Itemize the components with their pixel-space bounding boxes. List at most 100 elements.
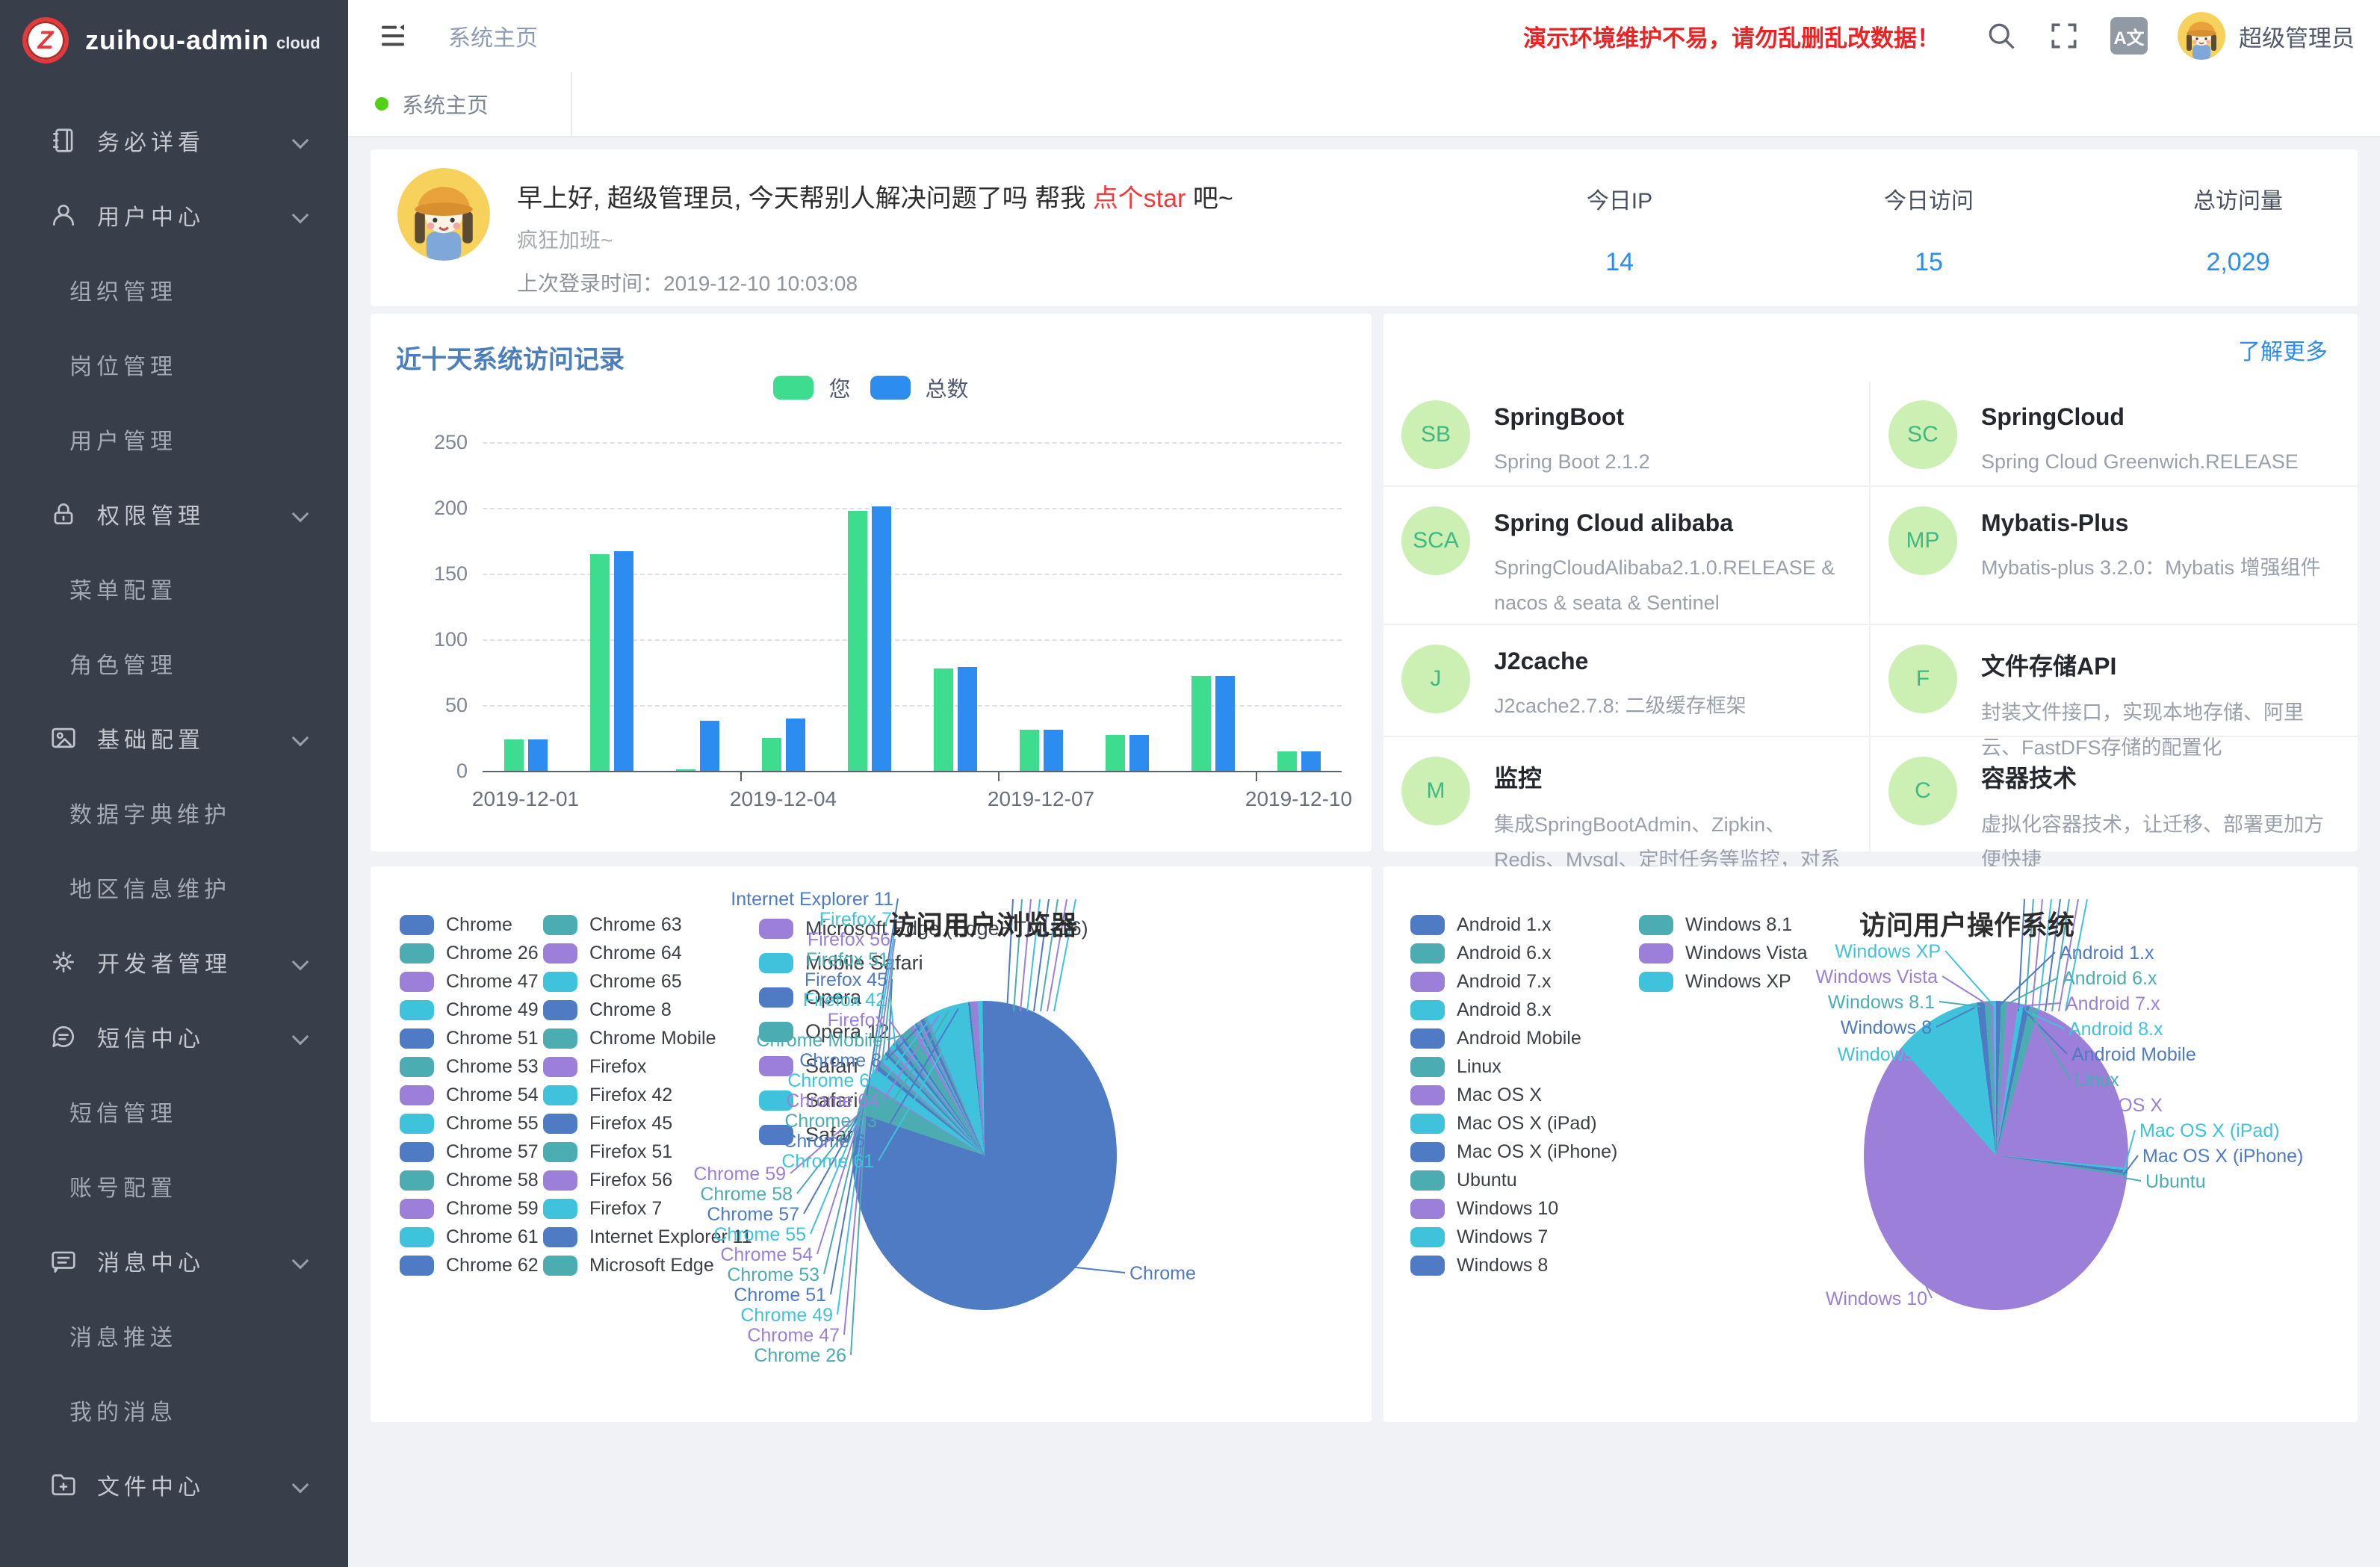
username[interactable]: 超级管理员 bbox=[2239, 19, 2355, 53]
bar-您-2019-12-08 bbox=[1106, 735, 1125, 771]
feature-desc: Mybatis-plus 3.2.0：Mybatis 增强组件 bbox=[1981, 550, 2321, 586]
bar-总数-2019-12-02 bbox=[614, 551, 633, 771]
visits-bar-chart-card: 近十天系统访问记录 您 总数 0501001502002502019-12-01… bbox=[371, 314, 1372, 851]
fullscreen-icon[interactable] bbox=[2048, 19, 2080, 52]
pie-label-Firefox 56: Firefox 56 bbox=[808, 929, 890, 951]
sidebar-item-label: 开发者管理 bbox=[97, 946, 232, 978]
sidebar-item-label: 用户管理 bbox=[69, 423, 177, 456]
bar-您-2019-12-09 bbox=[1191, 676, 1211, 771]
feature-title: 容器技术 bbox=[1981, 760, 2340, 794]
feature-Spring Cloud alibaba: SCASpring Cloud alibabaSpringCloudAlibab… bbox=[1383, 485, 1871, 624]
stat-label: 今日访问 bbox=[1839, 182, 2018, 215]
sidebar-item-组织管理[interactable]: 组织管理 bbox=[0, 252, 348, 327]
bar-您-2019-12-01 bbox=[504, 739, 524, 771]
bar-您-2019-12-02 bbox=[590, 554, 610, 771]
pie-label-Android 8.x: Android 8.x bbox=[2068, 1019, 2163, 1040]
translate-icon[interactable]: A文 bbox=[2110, 17, 2148, 55]
pie-label-Chrome 54: Chrome 54 bbox=[720, 1244, 813, 1266]
stat-今日访问: 今日访问15 bbox=[1839, 182, 2018, 277]
bar-总数-2019-12-04 bbox=[786, 719, 805, 771]
sidebar-item-角色管理[interactable]: 角色管理 bbox=[0, 626, 348, 701]
pie-label-Windows 8: Windows 8 bbox=[1841, 1017, 1932, 1039]
browser-pie-title: 访问用户浏览器 bbox=[889, 904, 1077, 943]
feature-title: Mybatis-Plus bbox=[1981, 509, 2321, 537]
learn-more-link[interactable]: 了解更多 bbox=[2238, 333, 2328, 366]
sidebar-item-文件中心[interactable]: 文件中心 bbox=[0, 1447, 348, 1522]
lock-icon bbox=[49, 500, 78, 528]
x-axis-tickmark bbox=[998, 772, 1000, 781]
user-avatar[interactable] bbox=[2178, 12, 2225, 60]
feature-SpringBoot: SBSpringBootSpring Boot 2.1.2 bbox=[1383, 381, 1871, 485]
sidebar-item-用户中心[interactable]: 用户中心 bbox=[0, 178, 348, 252]
stat-value: 14 bbox=[1530, 248, 1709, 277]
sidebar-item-岗位管理[interactable]: 岗位管理 bbox=[0, 327, 348, 402]
pie-label-Firefox 45: Firefox 45 bbox=[805, 969, 887, 991]
chevron-down-icon bbox=[292, 1253, 309, 1270]
feature-texts: SpringCloudSpring Cloud Greenwich.RELEAS… bbox=[1981, 400, 2299, 485]
sidebar-item-短信中心[interactable]: 短信中心 bbox=[0, 999, 348, 1074]
tabbar: 系统主页 bbox=[348, 72, 2380, 137]
menu-fold-icon[interactable] bbox=[376, 21, 409, 51]
sidebar-item-用户管理[interactable]: 用户管理 bbox=[0, 402, 348, 477]
sidebar-item-地区信息维护[interactable]: 地区信息维护 bbox=[0, 850, 348, 925]
feature-desc: J2cache2.7.8: 二级缓存框架 bbox=[1494, 689, 1747, 724]
sidebar-item-账号配置[interactable]: 账号配置 bbox=[0, 1149, 348, 1223]
feature-监控: M监控集成SpringBootAdmin、Zipkin、Redis、Mysql、… bbox=[1383, 736, 1871, 851]
chevron-down-icon bbox=[292, 207, 309, 224]
app-logo[interactable]: Z zuihou-admin cloud bbox=[0, 0, 348, 81]
sidebar-item-label: 用户中心 bbox=[97, 199, 205, 232]
sidebar-item-我的消息[interactable]: 我的消息 bbox=[0, 1373, 348, 1447]
bar-总数-2019-12-09 bbox=[1215, 676, 1235, 771]
pie-label-Chrome: Chrome bbox=[1129, 1263, 1196, 1285]
pie-label-Chrome 58: Chrome 58 bbox=[700, 1184, 793, 1205]
bar-您-2019-12-10 bbox=[1277, 751, 1297, 771]
pie-label-Firefox 51: Firefox 51 bbox=[806, 949, 889, 971]
chevron-down-icon bbox=[292, 730, 309, 747]
feature-title: 文件存储API bbox=[1981, 648, 2340, 682]
bar-总数-2019-12-05 bbox=[872, 506, 891, 771]
feature-abbr-badge: C bbox=[1888, 757, 1957, 825]
feature-texts: 文件存储API封装文件接口，实现本地存储、阿里云、FastDFS存储的配置化 bbox=[1981, 645, 2340, 736]
pie-label-Mac OS X: Mac OS X bbox=[2077, 1095, 2163, 1117]
sidebar-item-消息推送[interactable]: 消息推送 bbox=[0, 1298, 348, 1373]
os-pie-title: 访问用户操作系统 bbox=[1859, 904, 2074, 943]
sidebar-item-短信管理[interactable]: 短信管理 bbox=[0, 1074, 348, 1149]
tab-system-home[interactable]: 系统主页 bbox=[348, 72, 572, 136]
sidebar-item-数据字典维护[interactable]: 数据字典维护 bbox=[0, 775, 348, 850]
bar-总数-2019-12-03 bbox=[700, 721, 719, 771]
sidebar-item-菜单配置[interactable]: 菜单配置 bbox=[0, 551, 348, 626]
sidebar-item-label: 我的消息 bbox=[69, 1394, 177, 1427]
breadcrumb[interactable]: 系统主页 bbox=[448, 19, 538, 52]
user-icon bbox=[49, 201, 78, 229]
feature-文件存储API: F文件存储API封装文件接口，实现本地存储、阿里云、FastDFS存储的配置化 bbox=[1871, 624, 2358, 736]
pie-label-Linux: Linux bbox=[2074, 1070, 2119, 1091]
bar-chart-plot: 0501001502002502019-12-012019-12-042019-… bbox=[371, 314, 1372, 851]
sidebar-item-label: 消息推送 bbox=[69, 1319, 177, 1352]
sidebar-item-label: 文件中心 bbox=[97, 1468, 205, 1501]
pie-label-Android 6.x: Android 6.x bbox=[2063, 968, 2157, 990]
x-axis-line bbox=[483, 771, 1342, 772]
pie-label-Firefox 42: Firefox 42 bbox=[803, 990, 886, 1011]
pie-label-Chrome 61: Chrome 61 bbox=[781, 1151, 874, 1173]
sidebar-item-消息中心[interactable]: 消息中心 bbox=[0, 1223, 348, 1298]
sidebar-item-基础配置[interactable]: 基础配置 bbox=[0, 701, 348, 775]
greeting-avatar bbox=[397, 168, 490, 261]
sidebar-item-label: 地区信息维护 bbox=[69, 871, 231, 904]
chevron-down-icon bbox=[292, 1028, 309, 1046]
feature-desc: SpringCloudAlibaba2.1.0.RELEASE & nacos … bbox=[1494, 550, 1851, 621]
sidebar-item-开发者管理[interactable]: 开发者管理 bbox=[0, 925, 348, 999]
sidebar-item-label: 短信中心 bbox=[97, 1020, 205, 1053]
pie-label-Chrome 26: Chrome 26 bbox=[754, 1345, 846, 1367]
pie-label-Chrome 55: Chrome 55 bbox=[713, 1224, 806, 1246]
pie-label-Android 7.x: Android 7.x bbox=[2066, 993, 2160, 1015]
feature-abbr-badge: SC bbox=[1888, 400, 1957, 469]
star-link[interactable]: 点个star bbox=[1093, 184, 1186, 213]
sidebar-menu: 务必详看用户中心组织管理岗位管理用户管理权限管理菜单配置角色管理基础配置数据字典… bbox=[0, 103, 348, 1522]
greeting-subtitle: 疯狂加班~ bbox=[517, 224, 613, 254]
sidebar-item-务必详看[interactable]: 务必详看 bbox=[0, 103, 348, 178]
feature-abbr-badge: SB bbox=[1401, 400, 1470, 469]
sidebar-item-权限管理[interactable]: 权限管理 bbox=[0, 477, 348, 551]
feature-J2cache: JJ2cacheJ2cache2.7.8: 二级缓存框架 bbox=[1383, 624, 1871, 736]
search-icon[interactable] bbox=[1985, 19, 2018, 52]
pie-label-Windows 10: Windows 10 bbox=[1826, 1288, 1927, 1310]
